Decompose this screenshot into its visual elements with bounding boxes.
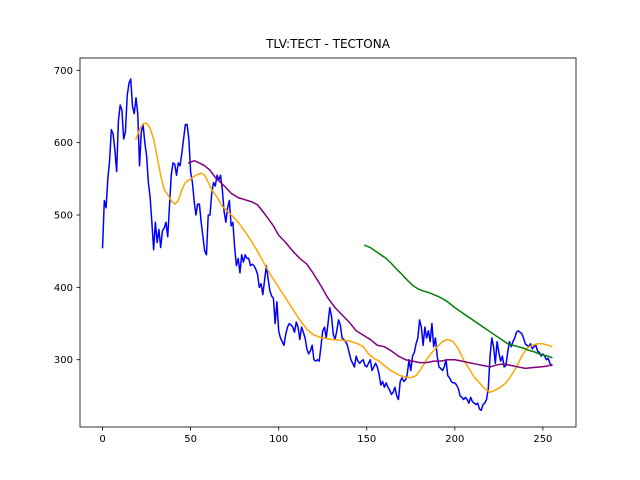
- series-line-4: [364, 244, 553, 359]
- x-tick-label: 100: [269, 434, 288, 445]
- x-tick-label: 200: [445, 434, 464, 445]
- x-tick-label: 0: [99, 434, 105, 445]
- x-tick-label: 50: [184, 434, 197, 445]
- y-tick-label: 500: [54, 211, 73, 222]
- x-axis: 0 50 100 150 200 250: [99, 427, 552, 445]
- y-tick-label: 300: [54, 355, 73, 366]
- series-line-3: [187, 159, 553, 370]
- x-tick-label: 150: [357, 434, 376, 445]
- x-tick-label: 250: [533, 434, 552, 445]
- y-tick-label: 700: [54, 66, 73, 77]
- series-layer: [101, 78, 553, 412]
- y-tick-label: 400: [54, 283, 73, 294]
- series-line-1: [101, 78, 553, 412]
- y-axis: 300 400 500 600 700: [54, 66, 80, 366]
- plot-area-frame: [79, 57, 577, 428]
- chart-title: TLV:TECT - TECTONA: [265, 37, 391, 51]
- y-tick-label: 600: [54, 138, 73, 149]
- series-line-2: [135, 122, 553, 394]
